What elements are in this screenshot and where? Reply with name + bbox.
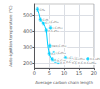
svg-text:C₂H₆: C₂H₆ (42, 18, 50, 22)
svg-text:CH₄: CH₄ (39, 7, 45, 11)
svg-text:C₃H₈: C₃H₈ (45, 21, 53, 25)
svg-text:15: 15 (76, 70, 82, 76)
svg-text:i-C₄H₁₀: i-C₄H₁₀ (49, 19, 60, 23)
svg-text:0: 0 (33, 70, 36, 76)
svg-text:n-C₄H₁₀: n-C₄H₁₀ (48, 28, 60, 33)
svg-text:400: 400 (23, 28, 33, 34)
svg-text:200: 200 (23, 60, 33, 66)
svg-text:i-C₅H₁₂: i-C₅H₁₂ (53, 26, 64, 30)
svg-text:500: 500 (23, 12, 33, 18)
svg-text:i-C₆H₁₄: i-C₆H₁₄ (56, 51, 67, 55)
svg-text:5: 5 (48, 70, 51, 76)
svg-text:20: 20 (91, 70, 97, 76)
svg-text:i-C₁₂H₂₆: i-C₁₂H₂₆ (74, 57, 86, 61)
svg-text:n-C₁₈H₃₈: n-C₁₈H₃₈ (90, 57, 100, 61)
svg-text:Average carbon chain length: Average carbon chain length (35, 80, 93, 85)
svg-text:Auto-ignition temperature (°C): Auto-ignition temperature (°C) (8, 5, 13, 67)
svg-text:n-C₁₆H₃₄: n-C₁₆H₃₄ (84, 61, 97, 65)
svg-text:300: 300 (23, 44, 33, 50)
svg-text:neo-C₅H₁₂: neo-C₅H₁₂ (52, 44, 67, 48)
svg-text:10: 10 (61, 70, 67, 76)
